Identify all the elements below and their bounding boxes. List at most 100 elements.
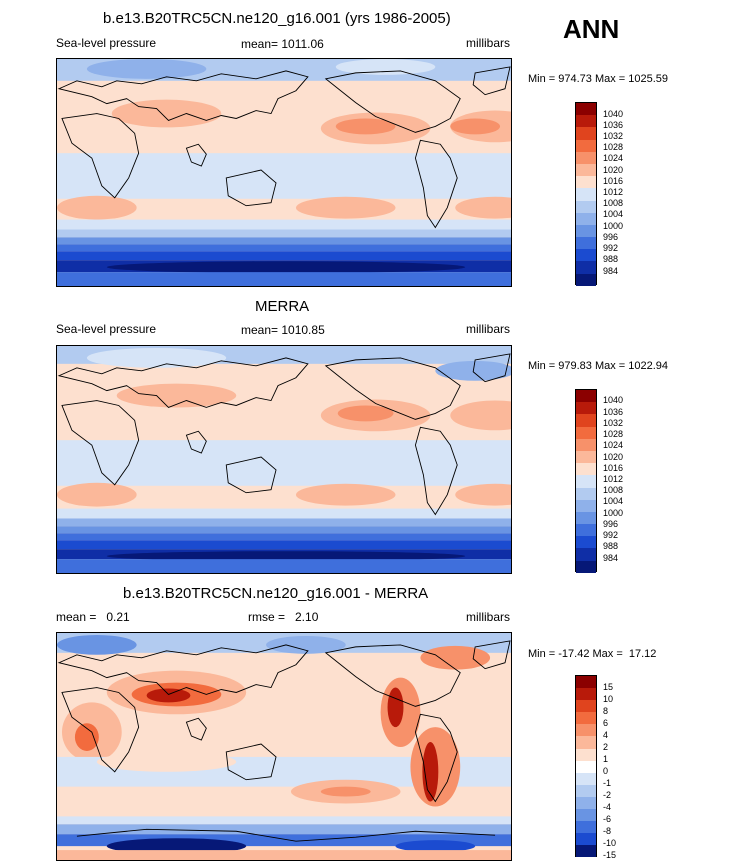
colorbar-label: 1040 <box>603 109 624 119</box>
colorbar-label: 1012 <box>603 187 624 197</box>
panel-1-units-label: millibars <box>466 36 511 50</box>
colorbar-label: 996 <box>603 519 619 529</box>
colorbar-label: 1032 <box>603 418 624 428</box>
colorbar-label: 984 <box>603 553 619 563</box>
colorbar-label: 1012 <box>603 474 624 484</box>
colorbar-swatch <box>576 450 596 464</box>
colorbar-swatch <box>576 821 596 834</box>
colorbar-label: 1024 <box>603 153 624 163</box>
colorbar-swatch <box>576 212 596 225</box>
colorbar-swatch <box>576 402 596 415</box>
colorbar-swatch <box>576 390 596 403</box>
colorbar-swatch <box>576 760 596 773</box>
colorbar-swatch <box>576 163 596 177</box>
colorbar-label: 1004 <box>603 209 624 219</box>
colorbar-label: 1032 <box>603 131 624 141</box>
colorbar-swatch <box>576 273 596 286</box>
panel-2-minmax-label: Min = 979.83 Max = 1022.94 <box>528 360 669 372</box>
colorbar-label: 1008 <box>603 198 624 208</box>
colorbar-label: 988 <box>603 254 619 264</box>
colorbar-swatch <box>576 796 596 810</box>
colorbar-swatch <box>576 524 596 537</box>
colorbar-swatch <box>576 249 596 262</box>
panel-3-colorbar <box>575 675 597 858</box>
colorbar-swatch <box>576 748 596 761</box>
colorbar-swatch <box>576 772 596 785</box>
colorbar-label: 992 <box>603 243 619 253</box>
colorbar-label: 1016 <box>603 176 624 186</box>
colorbar-swatch <box>576 548 596 561</box>
colorbar-label: 4 <box>603 730 609 740</box>
colorbar-swatch <box>576 809 596 822</box>
colorbar-swatch <box>576 176 596 189</box>
colorbar-label: -15 <box>603 850 617 860</box>
panel-3-units-label: millibars <box>466 610 511 624</box>
colorbar-label: 0 <box>603 766 609 776</box>
panel-2-title: MERRA <box>255 298 310 315</box>
colorbar-label: -1 <box>603 778 612 788</box>
colorbar-label: 1 <box>603 754 609 764</box>
panel-1-map <box>56 58 512 287</box>
colorbar-swatch <box>576 200 596 213</box>
colorbar-label: 1020 <box>603 165 624 175</box>
colorbar-swatch <box>576 103 596 116</box>
colorbar-swatch <box>576 833 596 846</box>
panel-1-title: b.e13.B20TRC5CN.ne120_g16.001 (yrs 1986-… <box>103 10 451 27</box>
colorbar-label: 1040 <box>603 395 624 405</box>
colorbar-label: 1000 <box>603 221 624 231</box>
panel-1-slp-field <box>57 59 511 286</box>
panel-1-minmax-label: Min = 974.73 Max = 1025.59 <box>528 73 669 85</box>
colorbar-label: -6 <box>603 814 612 824</box>
colorbar-label: 984 <box>603 266 619 276</box>
colorbar-swatch <box>576 560 596 573</box>
panel-1-variable-label: Sea-level pressure <box>56 36 157 50</box>
colorbar-label: 15 <box>603 682 614 692</box>
colorbar-swatch <box>576 487 596 500</box>
colorbar-label: 1016 <box>603 463 624 473</box>
panel-2-units-label: millibars <box>466 322 511 336</box>
colorbar-label: 1028 <box>603 429 624 439</box>
colorbar-swatch <box>576 676 596 689</box>
colorbar-label: 988 <box>603 541 619 551</box>
colorbar-label: 1000 <box>603 508 624 518</box>
season-label: ANN <box>563 14 620 44</box>
colorbar-swatch <box>576 438 596 451</box>
colorbar-swatch <box>576 261 596 274</box>
colorbar-swatch <box>576 724 596 737</box>
panel-2-mean-label: mean= 1010.85 <box>241 323 325 337</box>
colorbar-swatch <box>576 712 596 725</box>
colorbar-swatch <box>576 536 596 549</box>
colorbar-swatch <box>576 736 596 749</box>
colorbar-label: 996 <box>603 232 619 242</box>
colorbar-swatch <box>576 414 596 427</box>
colorbar-swatch <box>576 475 596 488</box>
panel-2-colorbar <box>575 389 597 573</box>
colorbar-label: 992 <box>603 530 619 540</box>
colorbar-swatch <box>576 700 596 713</box>
colorbar-label: -8 <box>603 826 612 836</box>
colorbar-swatch <box>576 139 596 152</box>
colorbar-label: 1028 <box>603 142 624 152</box>
colorbar-label: 6 <box>603 718 609 728</box>
panel-1-mean-label: mean= 1011.06 <box>241 37 324 51</box>
colorbar-swatch <box>576 127 596 140</box>
panel-3-title: b.e13.B20TRC5CN.ne120_g16.001 - MERRA <box>123 585 429 602</box>
colorbar-label: 10 <box>603 694 614 704</box>
colorbar-label: 2 <box>603 742 609 752</box>
colorbar-label: 1024 <box>603 440 624 450</box>
colorbar-label: -4 <box>603 802 612 812</box>
colorbar-label: 1008 <box>603 485 624 495</box>
colorbar-label: 1020 <box>603 452 624 462</box>
colorbar-label: 1004 <box>603 496 624 506</box>
colorbar-label: 1036 <box>603 120 624 130</box>
panel-3-map <box>56 632 512 861</box>
colorbar-swatch <box>576 224 596 238</box>
colorbar-swatch <box>576 426 596 439</box>
panel-3-minmax-label: Min = -17.42 Max = 17.12 <box>528 648 657 660</box>
panel-3-difference-field <box>57 633 511 860</box>
colorbar-label: -2 <box>603 790 612 800</box>
colorbar-label: 1036 <box>603 407 624 417</box>
panel-2-slp-field <box>57 346 511 573</box>
colorbar-swatch <box>576 188 596 201</box>
colorbar-swatch <box>576 845 596 858</box>
